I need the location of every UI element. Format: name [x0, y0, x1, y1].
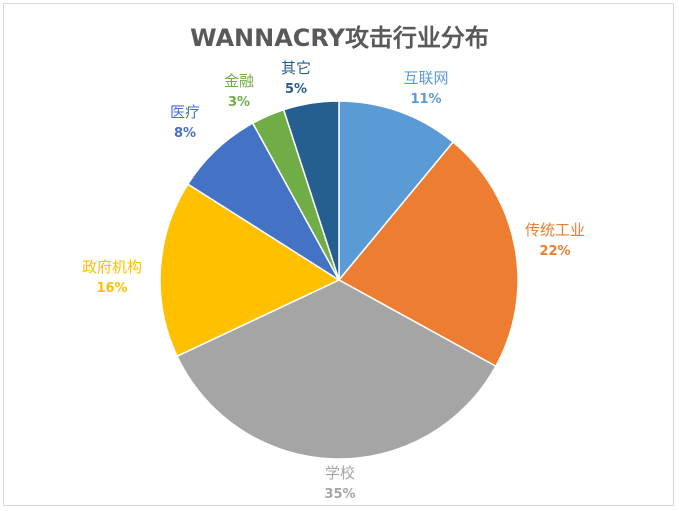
slice-label-percent: 3%	[228, 95, 250, 110]
slice-label-name: 互联网	[403, 69, 448, 87]
slice-label-percent: 11%	[410, 92, 441, 107]
slice-label-percent: 35%	[324, 487, 355, 502]
pie-slice-7	[282, 100, 340, 281]
slice-label-percent: 8%	[174, 126, 196, 141]
slice-label-name: 医疗	[170, 103, 200, 121]
slice-label-name: 学校	[325, 464, 355, 482]
slice-label-percent: 5%	[285, 82, 307, 97]
pie-slice-4	[159, 183, 341, 358]
pie-slice-5	[186, 122, 340, 281]
slice-label-name: 传统工业	[525, 221, 585, 239]
slice-label-percent: 16%	[96, 281, 127, 296]
pie-slice-1	[338, 100, 455, 283]
slice-label-percent: 22%	[539, 244, 570, 259]
slice-label-name: 其它	[281, 59, 311, 77]
chart-frame	[3, 3, 674, 506]
slice-label-name: 金融	[224, 72, 254, 90]
pie-slice-3	[176, 279, 497, 460]
slice-label-name: 政府机构	[82, 258, 142, 276]
pie-slice-2	[337, 141, 519, 368]
chart-title: WANNACRY攻击行业分布	[190, 24, 489, 52]
